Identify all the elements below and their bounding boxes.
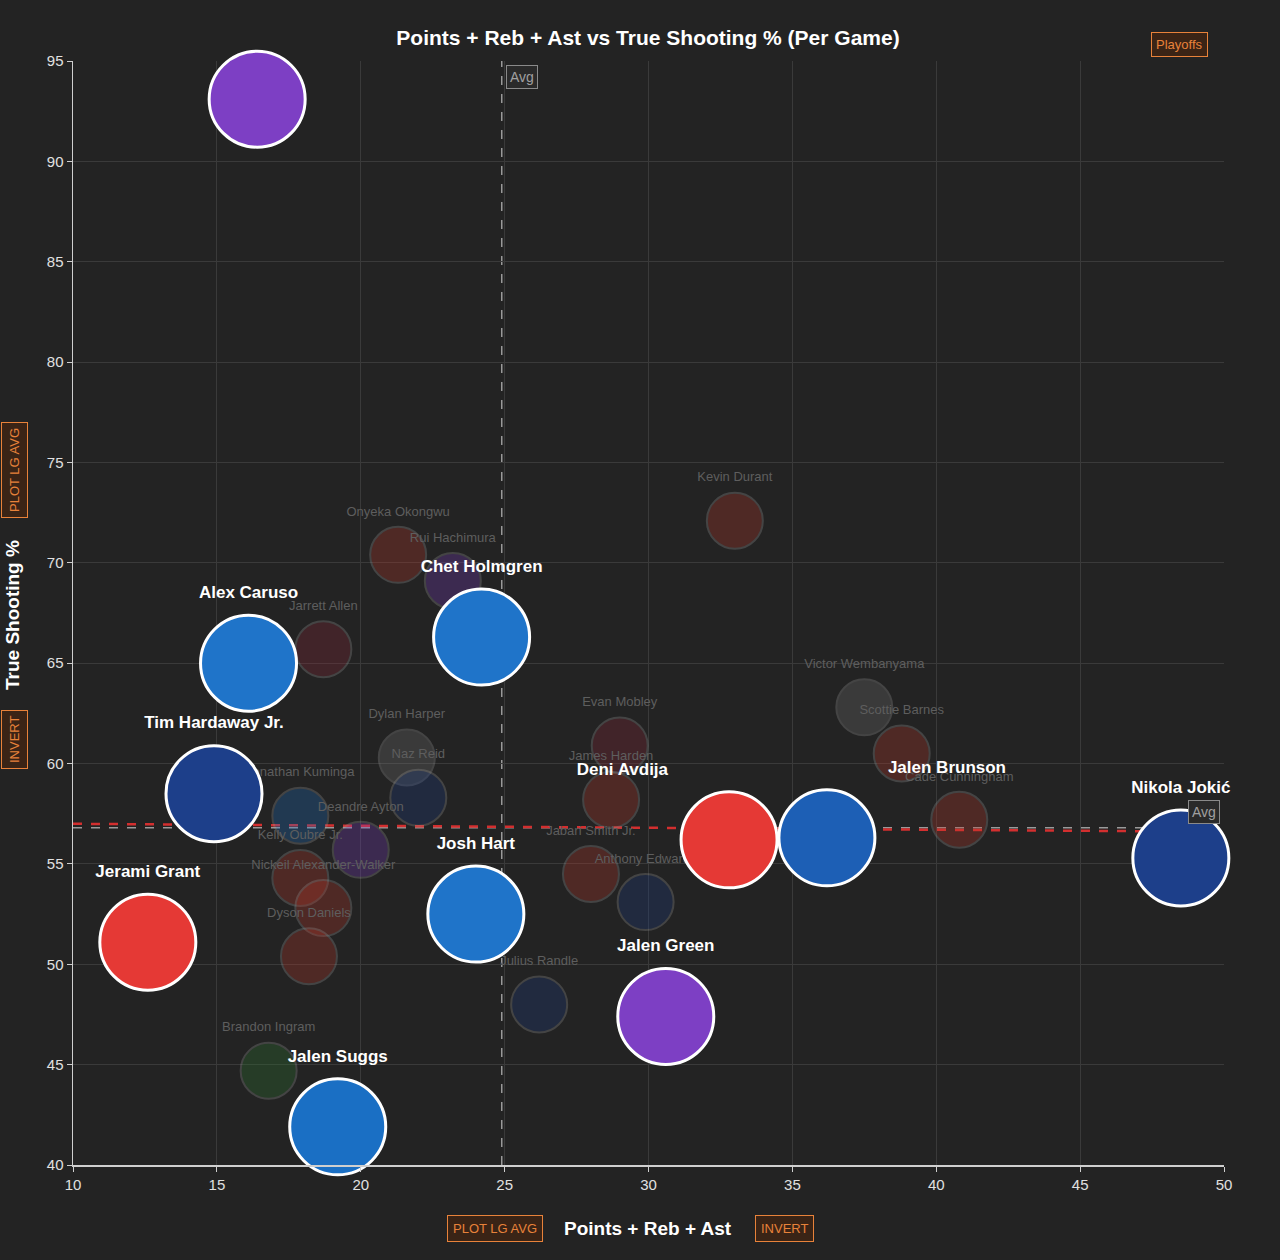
svg-text:INVERT: INVERT bbox=[7, 716, 22, 763]
svg-text:Jabari Smith Jr.: Jabari Smith Jr. bbox=[546, 823, 636, 838]
svg-text:95: 95 bbox=[47, 52, 64, 69]
svg-text:45: 45 bbox=[1072, 1176, 1089, 1193]
svg-text:Jalen Brunson: Jalen Brunson bbox=[888, 758, 1006, 777]
svg-text:Jerami Grant: Jerami Grant bbox=[95, 862, 200, 881]
svg-text:James Harden: James Harden bbox=[569, 748, 654, 763]
svg-text:Points + Reb + Ast: Points + Reb + Ast bbox=[564, 1218, 732, 1239]
svg-text:40: 40 bbox=[928, 1176, 945, 1193]
svg-text:Kelly Oubre Jr.: Kelly Oubre Jr. bbox=[258, 827, 343, 842]
svg-text:INVERT: INVERT bbox=[761, 1221, 808, 1236]
svg-text:Alex Caruso: Alex Caruso bbox=[199, 583, 298, 602]
svg-text:Anthony Edwards: Anthony Edwards bbox=[595, 851, 697, 866]
svg-text:Rui Hachimura: Rui Hachimura bbox=[410, 530, 497, 545]
svg-text:75: 75 bbox=[47, 454, 64, 471]
svg-text:Onyeka Okongwu: Onyeka Okongwu bbox=[346, 504, 449, 519]
svg-text:70: 70 bbox=[47, 554, 64, 571]
svg-text:90: 90 bbox=[47, 153, 64, 170]
svg-text:PLOT LG AVG: PLOT LG AVG bbox=[7, 428, 22, 512]
svg-text:Evan Mobley: Evan Mobley bbox=[582, 694, 658, 709]
svg-text:30: 30 bbox=[640, 1176, 657, 1193]
svg-text:Scottie Barnes: Scottie Barnes bbox=[859, 702, 944, 717]
svg-text:55: 55 bbox=[47, 855, 64, 872]
svg-text:Naz Reid: Naz Reid bbox=[392, 746, 445, 761]
svg-text:Julius Randle: Julius Randle bbox=[500, 953, 578, 968]
svg-text:Brandon Ingram: Brandon Ingram bbox=[222, 1019, 315, 1034]
svg-text:Tim Hardaway Jr.: Tim Hardaway Jr. bbox=[144, 713, 284, 732]
svg-text:15: 15 bbox=[209, 1176, 226, 1193]
svg-text:Points + Reb + Ast vs True Sho: Points + Reb + Ast vs True Shooting % (P… bbox=[396, 26, 899, 49]
svg-text:Deandre Ayton: Deandre Ayton bbox=[318, 799, 404, 814]
svg-text:Jarrett Allen: Jarrett Allen bbox=[289, 598, 358, 613]
svg-text:Nickeil Alexander-Walker: Nickeil Alexander-Walker bbox=[251, 857, 396, 872]
svg-text:Avg: Avg bbox=[1192, 804, 1216, 820]
svg-text:Avg: Avg bbox=[510, 69, 534, 85]
svg-text:Chet Holmgren: Chet Holmgren bbox=[421, 557, 543, 576]
svg-text:65: 65 bbox=[47, 654, 64, 671]
svg-text:20: 20 bbox=[352, 1176, 369, 1193]
svg-text:45: 45 bbox=[47, 1056, 64, 1073]
svg-text:Dylan Harper: Dylan Harper bbox=[368, 706, 445, 721]
svg-text:Josh Hart: Josh Hart bbox=[437, 834, 516, 853]
svg-text:Dyson Daniels: Dyson Daniels bbox=[267, 905, 351, 920]
svg-text:Playoffs: Playoffs bbox=[1156, 37, 1203, 52]
svg-text:85: 85 bbox=[47, 253, 64, 270]
svg-text:Nikola Jokić: Nikola Jokić bbox=[1131, 778, 1230, 797]
svg-text:40: 40 bbox=[47, 1156, 64, 1173]
svg-text:Jonathan Kuminga: Jonathan Kuminga bbox=[246, 764, 355, 779]
svg-text:Cade Cunningham: Cade Cunningham bbox=[905, 769, 1013, 784]
svg-text:10: 10 bbox=[65, 1176, 82, 1193]
svg-text:Deni Avdija: Deni Avdija bbox=[577, 760, 669, 779]
svg-text:35: 35 bbox=[784, 1176, 801, 1193]
svg-text:50: 50 bbox=[1216, 1176, 1233, 1193]
svg-text:60: 60 bbox=[47, 755, 64, 772]
svg-text:Victor Wembanyama: Victor Wembanyama bbox=[804, 656, 925, 671]
svg-text:Kevin Durant: Kevin Durant bbox=[697, 469, 773, 484]
svg-text:Jalen Green: Jalen Green bbox=[617, 936, 714, 955]
svg-text:True Shooting %: True Shooting % bbox=[2, 540, 23, 690]
svg-text:Jalen Suggs: Jalen Suggs bbox=[288, 1047, 388, 1066]
svg-text:50: 50 bbox=[47, 956, 64, 973]
svg-text:80: 80 bbox=[47, 353, 64, 370]
svg-text:25: 25 bbox=[496, 1176, 513, 1193]
svg-text:PLOT LG AVG: PLOT LG AVG bbox=[453, 1221, 537, 1236]
